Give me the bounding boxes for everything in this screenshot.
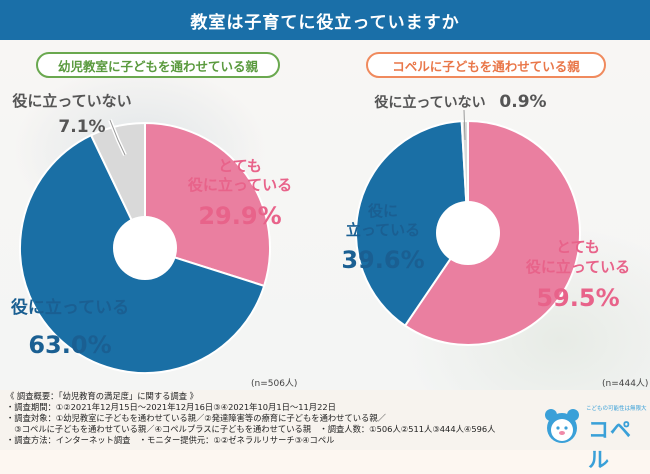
right-helpful-pct: 39.6% bbox=[341, 246, 424, 274]
left-not-helpful-label: 役に立っていない bbox=[12, 92, 131, 110]
left-very-helpful-label-2: 役に立っている bbox=[188, 176, 292, 194]
pie-left-slice-not-helpful bbox=[89, 121, 146, 249]
footer-line-1: 《 調査概要：「幼児教育の満足度」に関する調査 》 bbox=[6, 391, 198, 401]
callout-left-not-helpful bbox=[109, 119, 126, 156]
right-very-helpful-label-2: 役に立っている bbox=[526, 258, 630, 276]
survey-footer: 《 調査概要：「幼児教育の満足度」に関する調査 》 ・調査期間：①②2021年1… bbox=[0, 390, 650, 450]
footer-line-4: ③コペルに子どもを通わせている親／④コペルプラスに子どもを通わせている親 ・調査… bbox=[6, 423, 496, 434]
logo-wordmark: コペル bbox=[588, 418, 632, 472]
right-helpful-label-1: 役に bbox=[368, 202, 398, 220]
chart-right-title: コペルに子どもを通わせている親 bbox=[366, 52, 606, 78]
logo-tagline: こどもの可能性は無限大 bbox=[586, 406, 647, 412]
copel-logo-icon bbox=[545, 409, 579, 443]
page-title: 教室は子育てに役立っていますか bbox=[0, 0, 650, 40]
pie-charts: 役に立っていない 7.1% とても 役に立っている 29.9% 役に立っている … bbox=[11, 92, 630, 374]
callout-right-not-helpful bbox=[463, 109, 466, 141]
left-sample-note: (n=506人) bbox=[251, 379, 298, 389]
pie-left-hole bbox=[113, 216, 177, 280]
left-very-helpful-label-1: とても bbox=[218, 157, 262, 175]
footer-line-2: ・調査期間：①②2021年12月15日～2021年12月16日③④2021年10… bbox=[6, 401, 336, 412]
pie-right-slice-helpful bbox=[355, 120, 470, 328]
left-helpful-pct: 63.0% bbox=[28, 331, 111, 359]
pie-right-hole bbox=[436, 201, 500, 265]
left-very-helpful-pct: 29.9% bbox=[198, 202, 281, 230]
right-not-helpful-label: 役に立っていない bbox=[374, 94, 485, 111]
left-helpful-label: 役に立っている bbox=[11, 297, 129, 318]
right-helpful-label-2: 立っている bbox=[346, 221, 420, 239]
right-not-helpful-pct: 0.9% bbox=[499, 92, 546, 112]
footer-line-5: ・調査方法：インターネット調査 ・モニター提供元：①②ゼネラルリサーチ③④コペル bbox=[6, 434, 335, 445]
right-sample-note: (n=444人) bbox=[602, 379, 649, 389]
chart-left-title: 幼児教室に子どもを通わせている親 bbox=[36, 52, 280, 78]
footer-line-3: ・調査対象：①幼児教室に子どもを通わせている親／②発達障害等の療育に子どもを通わ… bbox=[6, 412, 386, 423]
right-very-helpful-label-1: とても bbox=[556, 238, 600, 256]
left-not-helpful-pct: 7.1% bbox=[58, 117, 105, 137]
right-very-helpful-pct: 59.5% bbox=[536, 284, 619, 312]
